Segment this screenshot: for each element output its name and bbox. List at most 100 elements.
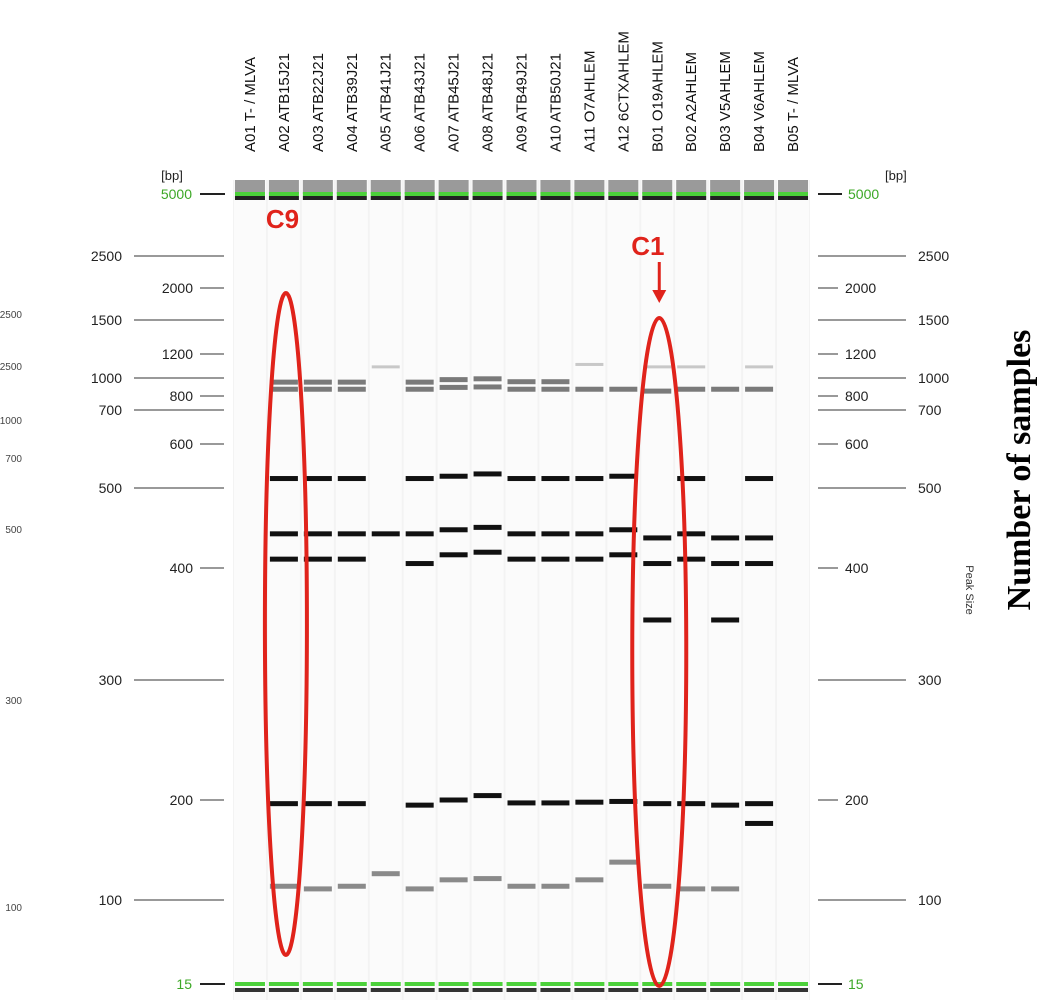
c9-label: C9 [266,204,299,234]
lane-label: A08 ATB48J21 [480,53,497,152]
left-size-scale: 2500 1500 1000 700 500 300 100 2000 1200 800 600 40… [91,168,225,992]
dna-band [507,531,536,537]
lane-top-smear [234,180,265,194]
dna-band [405,886,434,892]
dna-band [405,476,434,482]
side-title: Number of samples [1001,330,1037,611]
dna-band [303,379,332,385]
scale-tick-label: 1000 [918,370,949,386]
lane-label: A04 ATB39J21 [344,53,361,152]
dna-band [575,799,604,805]
top-dark-band [472,196,503,200]
lower-marker-band [710,982,741,986]
bottom-dark-band [438,988,469,992]
dna-band [507,883,536,889]
lane-label: A11 O7AHLEM [581,51,598,152]
lane-strip [539,180,572,1000]
scale-tick-label: 100 [99,892,123,908]
dna-band [677,556,706,562]
edge-tick-label: 2500 [0,362,22,373]
dna-band [745,365,774,369]
dna-band [711,886,740,892]
scale-tick-label: 400 [845,560,869,576]
scale-tick-label: 800 [170,388,194,404]
scale-tick-label: 300 [918,672,942,688]
edge-tick-label: 500 [5,525,22,536]
scale-tick-label: 1500 [91,312,122,328]
c1-arrow-head [652,290,667,303]
dna-band [677,801,706,807]
bottom-dark-band [268,988,299,992]
bottom-dark-band [744,988,775,992]
dna-band [643,801,672,807]
top-dark-band [370,196,401,200]
upper-marker-band [302,192,333,196]
bottom-dark-band [574,988,605,992]
dna-band [643,535,672,541]
upper-marker-band [336,192,367,196]
gel-lanes [233,180,810,1000]
lane-label: A12 6CTXAHLEM [615,31,632,152]
edge-tick-label: 100 [5,903,22,914]
upper-marker-band [642,192,673,196]
lane-top-smear [744,180,775,194]
scale-tick-label: 2000 [845,280,876,296]
dna-band [643,883,672,889]
upper-marker-band [268,192,299,196]
dna-band [677,386,706,392]
dna-band [439,877,468,883]
lane-top-smear [506,180,537,194]
dna-band [575,877,604,883]
right-size-scale: 2500 1500 1000 700 500 300 100 2000 1200 800 600 40… [818,168,949,992]
lower-marker-band [234,982,265,986]
edge-tick-label: 1000 [0,416,22,427]
bottom-dark-band [676,988,707,992]
dna-band [609,386,638,392]
dna-band [405,386,434,392]
lane-strip [641,180,674,1000]
dna-band [303,886,332,892]
bottom-dark-band [710,988,741,992]
dna-band [677,886,706,892]
scale-tick-label: 1000 [91,370,122,386]
dna-band [405,561,434,567]
top-dark-band [404,196,435,200]
scale-tick-label: 2500 [91,248,122,264]
dna-band [711,535,740,541]
lower-marker-band [336,982,367,986]
dna-band [337,531,366,537]
top-dark-band [778,196,809,200]
lane-label: A06 ATB43J21 [412,53,429,152]
top-dark-band [268,196,299,200]
dna-band [507,386,536,392]
dna-band [575,362,604,366]
lower-marker-band [268,982,299,986]
top-dark-band [506,196,537,200]
dna-band [609,798,638,804]
edge-tick-label: 300 [5,696,22,707]
c1-label: C1 [631,231,664,261]
dna-band [677,365,706,369]
upper-marker-band [778,192,809,196]
dna-band [439,797,468,803]
marker-label: 5000 [161,186,192,202]
bottom-dark-band [608,988,639,992]
dna-band [269,801,298,807]
dna-band [609,552,638,558]
bp-unit-label: [bp] [161,168,183,183]
lane-top-smear [778,180,809,194]
lower-marker-band [744,982,775,986]
dna-band [643,561,672,567]
dna-band [711,802,740,808]
scale-tick-label: 800 [845,388,869,404]
dna-band [711,617,740,623]
lane-strip [573,180,606,1000]
lane-label: A07 ATB45J21 [446,53,463,152]
bottom-dark-band [404,988,435,992]
dna-band [473,876,502,882]
dna-band [711,561,740,567]
edge-tick-label: 700 [5,454,22,465]
dna-band [745,561,774,567]
peak-size-label: Peak Size [963,565,975,615]
scale-tick-label: 1200 [845,346,876,362]
